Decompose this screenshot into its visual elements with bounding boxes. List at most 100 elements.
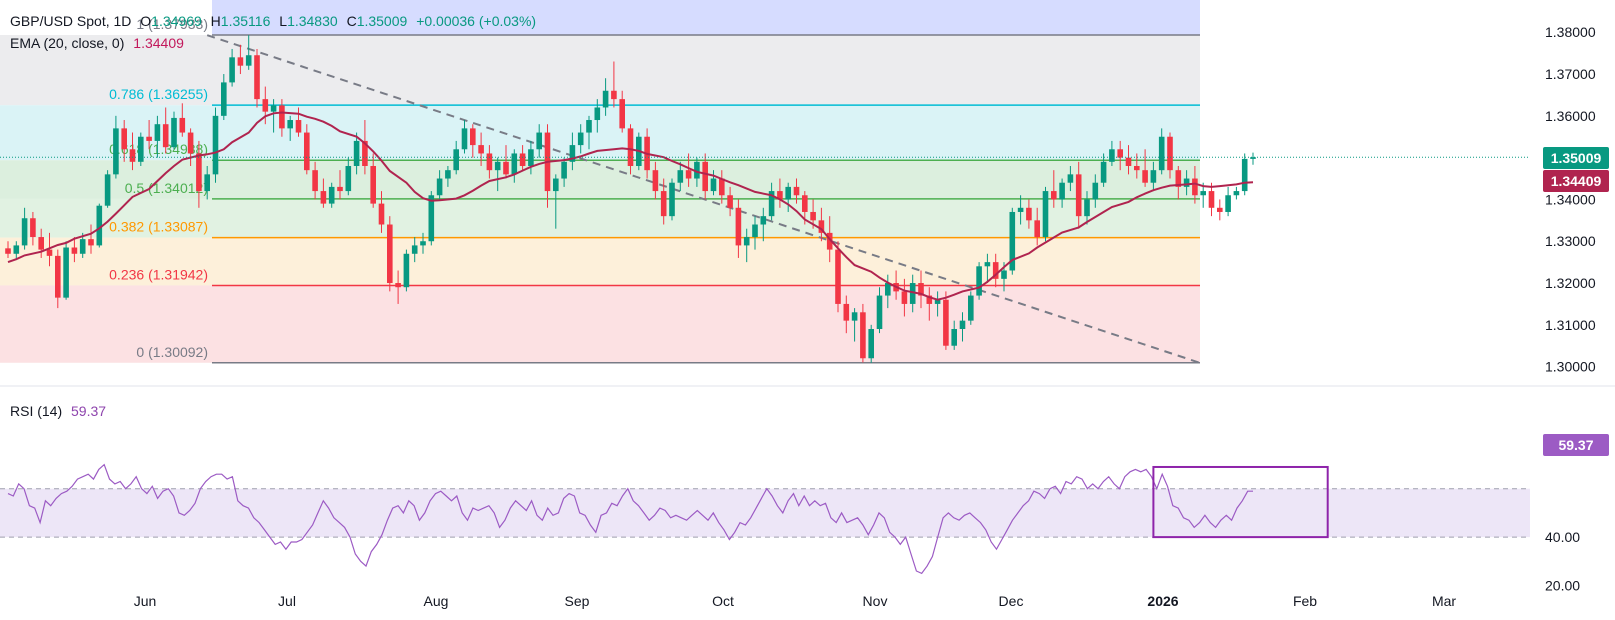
candle (395, 270, 401, 304)
candle-body (229, 57, 235, 83)
candle-body (171, 117, 177, 148)
candle (934, 291, 941, 317)
candle (212, 107, 219, 183)
rsi-label: RSI (14) (10, 403, 63, 419)
fib-zone-0.382 (0, 237, 1200, 286)
candle-body (138, 136, 144, 162)
candle-body (445, 170, 451, 179)
candle (793, 178, 800, 204)
candle (984, 253, 991, 284)
candle-body (270, 105, 277, 112)
candle-body (561, 161, 567, 179)
price-tick-label: 1.33000 (1545, 233, 1596, 249)
candle-body (1217, 207, 1223, 212)
candle-body (1192, 178, 1198, 196)
candle-body (694, 161, 700, 179)
candle (387, 216, 393, 292)
candle-body (254, 55, 260, 100)
candle (1217, 199, 1223, 221)
candle (1092, 174, 1099, 208)
fib-label-0.5: 0.5 (1.34012) (125, 180, 208, 196)
candle (46, 232, 53, 267)
candle (1250, 152, 1256, 165)
candle-body (760, 216, 767, 225)
candle-body (411, 245, 418, 254)
candle (602, 78, 609, 116)
candle (171, 111, 177, 150)
candle-body (1150, 170, 1157, 183)
candle-body (519, 153, 526, 166)
candle (1183, 170, 1190, 196)
candle (196, 140, 202, 208)
candle (378, 191, 385, 233)
header-ohlc: GBP/USD Spot, 1D O1.34969 H1.35116 L1.34… (10, 12, 541, 30)
rsi-legend[interactable]: RSI (14) 59.37 (10, 402, 111, 420)
time-tick-label: Dec (999, 593, 1024, 609)
price-tick-label: 1.31000 (1545, 317, 1596, 333)
ema-value: 1.34409 (133, 35, 184, 51)
candle-body (785, 186, 791, 200)
candle-body (353, 140, 360, 166)
candle-body (586, 120, 592, 133)
high-value: 1.35116 (220, 13, 271, 29)
time-tick-label: Aug (424, 593, 449, 609)
candle-body (71, 247, 78, 254)
candle (461, 120, 468, 154)
candle (577, 124, 584, 154)
ema-legend[interactable]: EMA (20, close, 0) 1.34409 (10, 34, 189, 52)
candle-body (677, 170, 684, 183)
candle (478, 132, 484, 166)
candle-body (702, 161, 708, 192)
candle-body (1225, 195, 1231, 212)
candle (1233, 186, 1240, 200)
candle (992, 253, 999, 288)
candle (420, 232, 426, 254)
trendline[interactable] (206, 34, 1201, 364)
candle-body (1009, 211, 1016, 271)
candle-body (735, 207, 742, 246)
candle (21, 207, 28, 250)
candle (835, 241, 841, 313)
candle-body (619, 99, 625, 129)
candle-body (627, 128, 634, 166)
candle (353, 132, 360, 175)
candle-body (1200, 191, 1206, 196)
candle (860, 303, 866, 363)
ema-price-tag: 1.34409 (1543, 170, 1609, 192)
symbol-title[interactable]: GBP/USD Spot, 1D (10, 13, 132, 29)
candle-body (768, 191, 775, 217)
candle (660, 178, 667, 225)
fibonacci-retracement[interactable]: 1 (1.37933)0.786 (1.36255)0.618 (1.34938… (0, 0, 1200, 364)
candle (876, 287, 883, 334)
time-tick-label: Mar (1432, 593, 1456, 609)
candle (1134, 153, 1140, 179)
candle (88, 224, 94, 254)
fib-label-0.786: 0.786 (1.36255) (109, 86, 208, 102)
candle-body (685, 170, 692, 179)
candle-body (121, 128, 127, 150)
high-label: H (210, 13, 221, 29)
candle (287, 115, 293, 141)
time-tick-label: Sep (565, 593, 590, 609)
candle-body (1084, 199, 1090, 217)
candle-body (436, 178, 443, 196)
candle-body (1109, 149, 1115, 162)
candle (345, 157, 352, 196)
candle (1225, 186, 1231, 217)
candle-body (943, 299, 949, 346)
candle (1117, 140, 1123, 171)
candle-body (104, 174, 111, 206)
candle-body (245, 55, 252, 66)
candle-body (1167, 136, 1173, 171)
ema-line-path (7, 111, 1254, 301)
candle-body (337, 186, 343, 192)
candle-body (843, 303, 850, 321)
candle-body (328, 186, 335, 204)
candle (138, 132, 144, 166)
candle-body (868, 329, 874, 359)
fib-zone-0.5 (0, 198, 1200, 238)
candle (1026, 199, 1032, 229)
candle-body (486, 153, 493, 171)
candle-body (743, 237, 750, 246)
